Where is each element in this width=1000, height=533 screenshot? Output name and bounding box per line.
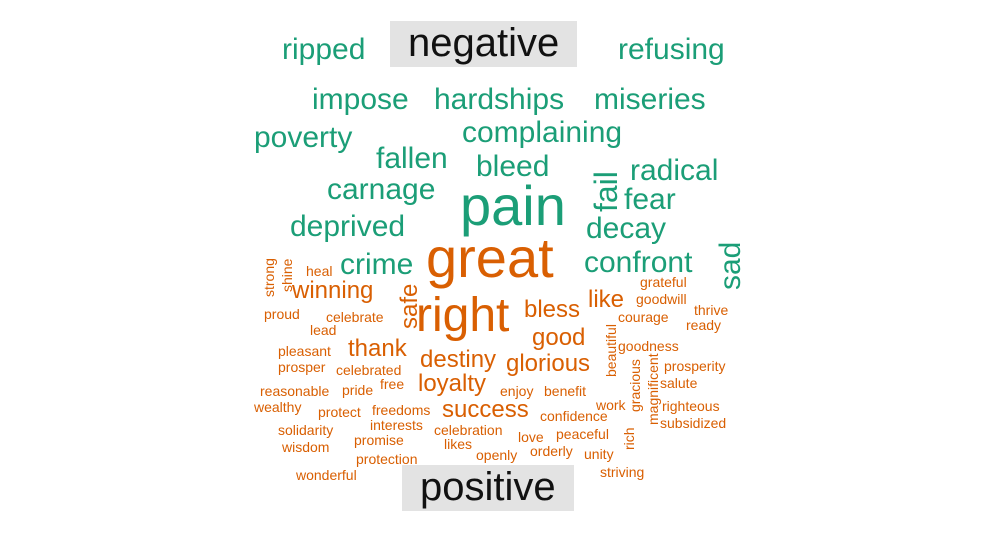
word-wisdom: wisdom bbox=[282, 439, 330, 455]
word-proud: proud bbox=[264, 306, 300, 322]
word-subsidized: subsidized bbox=[660, 415, 727, 431]
word-refusing: refusing bbox=[618, 33, 725, 66]
word-carnage: carnage bbox=[327, 173, 436, 206]
word-prosper: prosper bbox=[278, 359, 326, 375]
word-thrive: thrive bbox=[694, 302, 729, 318]
word-pleasant: pleasant bbox=[278, 343, 331, 359]
word-celebrate: celebrate bbox=[326, 309, 384, 325]
word-protect: protect bbox=[318, 404, 361, 420]
word-freedoms: freedoms bbox=[372, 402, 431, 418]
word-orderly: orderly bbox=[530, 443, 573, 459]
word-confidence: confidence bbox=[540, 408, 608, 424]
word-courage: courage bbox=[618, 309, 669, 325]
word-complaining: complaining bbox=[462, 116, 623, 149]
positive-group-label: positive bbox=[402, 465, 574, 511]
word-good: good bbox=[532, 324, 586, 351]
word-pain: pain bbox=[460, 174, 566, 237]
word-crime: crime bbox=[340, 248, 414, 281]
word-fallen: fallen bbox=[376, 142, 448, 175]
word-success: success bbox=[442, 396, 529, 423]
word-decay: decay bbox=[586, 212, 667, 245]
word-benefit: benefit bbox=[544, 383, 587, 399]
word-great: great bbox=[426, 226, 554, 289]
word-fail: fail bbox=[588, 171, 624, 212]
word-reasonable: reasonable bbox=[260, 383, 330, 399]
word-glorious: glorious bbox=[506, 350, 591, 377]
word-sad: sad bbox=[714, 241, 747, 290]
word-lead: lead bbox=[310, 322, 337, 338]
word-likes: likes bbox=[444, 436, 473, 452]
word-destiny: destiny bbox=[420, 346, 497, 373]
negative-group-label: negative bbox=[390, 21, 578, 67]
word-free: free bbox=[380, 376, 405, 392]
word-deprived: deprived bbox=[290, 210, 406, 243]
word-heal: heal bbox=[306, 263, 333, 279]
word-gracious: gracious bbox=[627, 359, 643, 412]
word-celebration: celebration bbox=[434, 422, 503, 438]
word-bless: bless bbox=[524, 296, 581, 323]
word-love: love bbox=[518, 429, 544, 445]
word-ready: ready bbox=[686, 317, 722, 333]
word-bleed: bleed bbox=[476, 150, 550, 183]
word-pride: pride bbox=[342, 382, 374, 398]
word-interests: interests bbox=[370, 417, 423, 433]
word-magnificent: magnificent bbox=[645, 353, 661, 425]
word-peaceful: peaceful bbox=[556, 426, 609, 442]
word-like: like bbox=[588, 286, 625, 313]
word-radical: radical bbox=[630, 154, 719, 187]
word-poverty: poverty bbox=[254, 121, 353, 154]
word-strong: strong bbox=[261, 258, 277, 297]
word-salute: salute bbox=[660, 375, 698, 391]
word-rich: rich bbox=[621, 427, 637, 450]
word-ripped: ripped bbox=[282, 33, 366, 66]
word-beautiful: beautiful bbox=[603, 324, 619, 377]
word-prosperity: prosperity bbox=[664, 358, 726, 374]
word-right: right bbox=[416, 289, 510, 342]
word-enjoy: enjoy bbox=[500, 383, 534, 399]
word-hardships: hardships bbox=[434, 83, 565, 116]
word-impose: impose bbox=[312, 83, 409, 116]
word-miseries: miseries bbox=[594, 83, 706, 116]
word-grateful: grateful bbox=[640, 274, 687, 290]
word-unity: unity bbox=[584, 446, 614, 462]
word-thank: thank bbox=[348, 335, 407, 362]
word-protection: protection bbox=[356, 451, 418, 467]
word-goodwill: goodwill bbox=[636, 291, 687, 307]
word-goodness: goodness bbox=[618, 338, 679, 354]
word-confront: confront bbox=[584, 246, 693, 279]
word-promise: promise bbox=[354, 432, 404, 448]
word-fear: fear bbox=[624, 183, 676, 216]
word-celebrated: celebrated bbox=[336, 362, 402, 378]
word-wonderful: wonderful bbox=[296, 467, 357, 483]
word-work: work bbox=[596, 397, 626, 413]
word-righteous: righteous bbox=[662, 398, 720, 414]
word-solidarity: solidarity bbox=[278, 422, 334, 438]
word-striving: striving bbox=[600, 464, 645, 480]
word-loyalty: loyalty bbox=[418, 370, 487, 397]
word-openly: openly bbox=[476, 447, 518, 463]
word-winning: winning bbox=[292, 277, 374, 304]
word-wealthy: wealthy bbox=[254, 399, 302, 415]
